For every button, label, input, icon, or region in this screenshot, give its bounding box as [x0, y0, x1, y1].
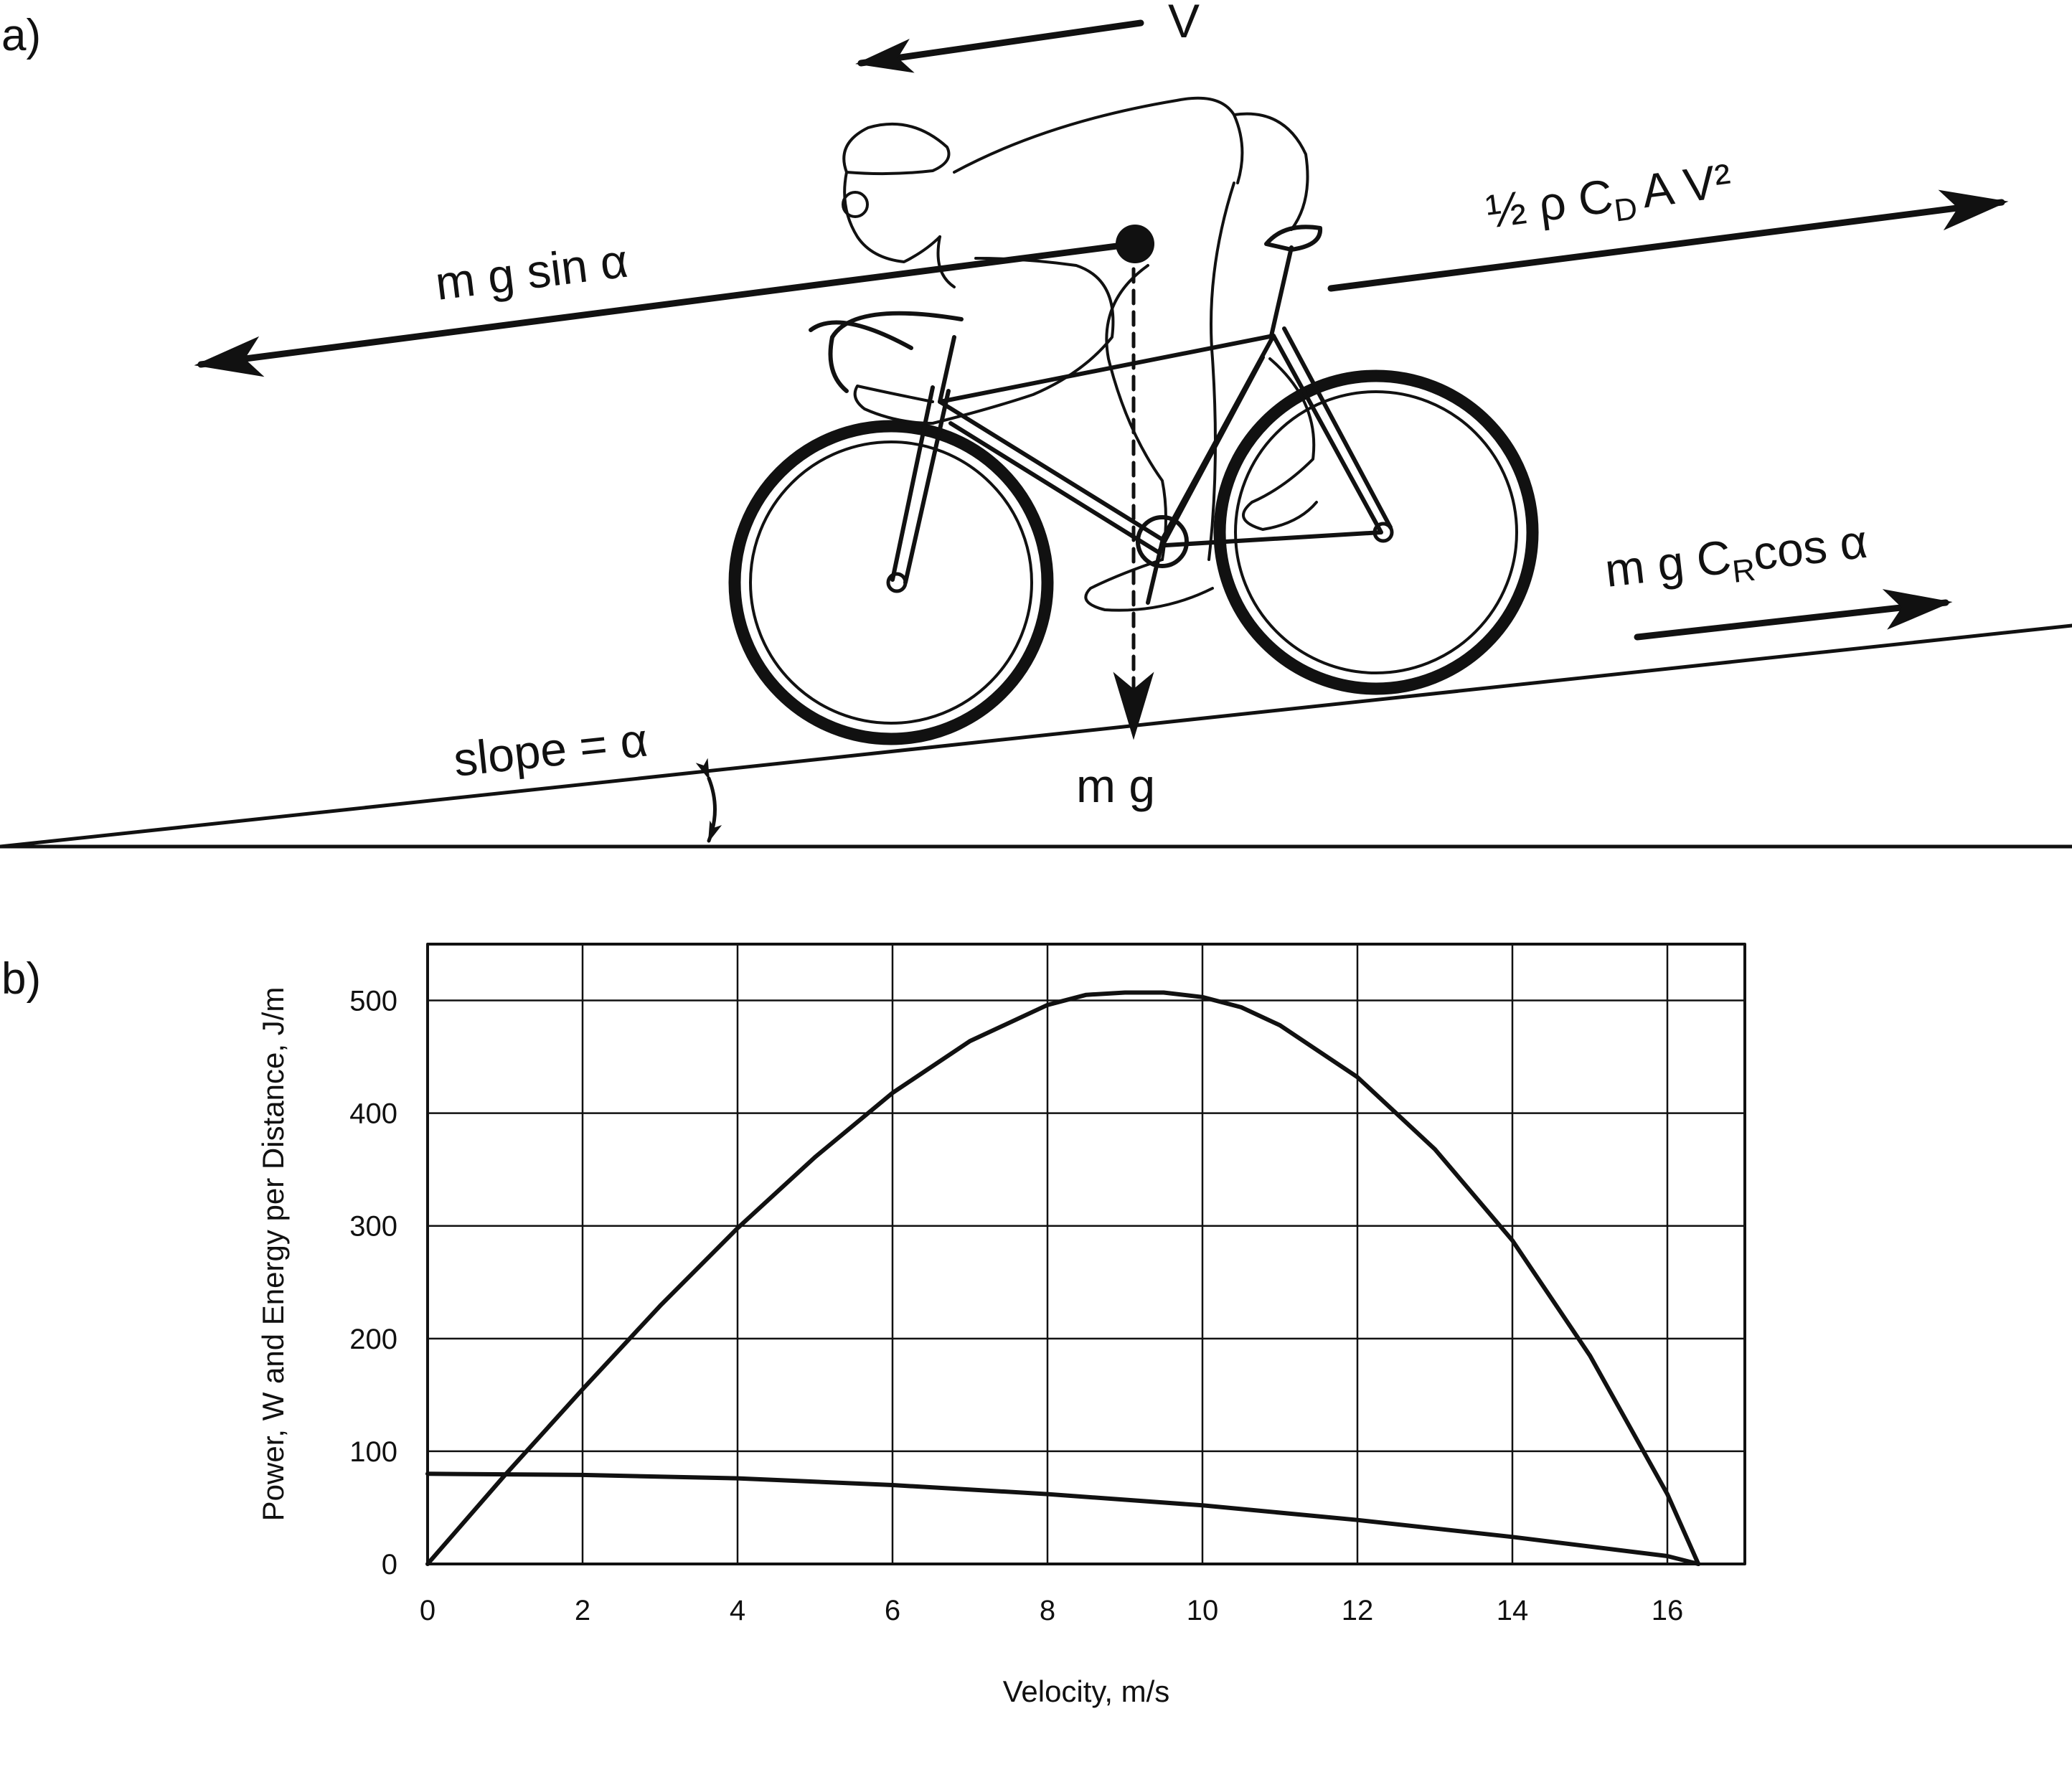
- chart-grid: [426, 944, 1745, 1565]
- x-tick-label: 6: [885, 1595, 900, 1626]
- back: [953, 96, 1244, 184]
- x-tick-labels: 0 2 4 6 8 10 12 14 16: [420, 1595, 1683, 1626]
- brake-lever: [809, 320, 913, 350]
- drag-suffix: A V²: [1639, 154, 1734, 218]
- handlebar: [828, 311, 964, 393]
- slope-line: [0, 623, 2072, 849]
- series-line-2: [425, 1471, 1701, 1566]
- rolling-subscript: R: [1730, 552, 1757, 590]
- arm: [931, 257, 1115, 425]
- front-hub: [886, 572, 908, 593]
- y-tick-label: 0: [382, 1549, 397, 1580]
- center-of-mass-dot: [1116, 225, 1154, 263]
- y-axis-title: Power, W and Energy per Distance, J/m: [256, 987, 290, 1522]
- glasses: [842, 191, 869, 218]
- rear-shoe: [1242, 501, 1318, 531]
- face: [843, 171, 941, 263]
- x-tick-label: 2: [575, 1595, 590, 1626]
- rider: [842, 96, 1318, 612]
- fork: [890, 385, 935, 582]
- seat-post: [1269, 245, 1294, 338]
- x-tick-label: 0: [420, 1595, 435, 1626]
- rear-wheel-tire: [1213, 369, 1539, 695]
- plot-frame: [426, 943, 1746, 1565]
- y-tick-label: 100: [349, 1436, 397, 1468]
- x-axis-title: Velocity, m/s: [1003, 1674, 1170, 1708]
- saddle: [1264, 225, 1323, 252]
- cyclist-illustration: [728, 96, 1539, 745]
- series-line-1: [425, 990, 1701, 1566]
- gravity-parallel-label: m g sin α: [433, 234, 631, 310]
- rear-hub: [1372, 522, 1394, 543]
- velocity-arrow: [855, 19, 1144, 73]
- neck: [936, 235, 956, 288]
- velocity-label: V: [1168, 0, 1200, 47]
- crank-arm: [1146, 539, 1164, 605]
- slope-angle-arc: [695, 758, 722, 843]
- x-tick-label: 4: [730, 1595, 745, 1626]
- x-tick-label: 10: [1187, 1595, 1219, 1626]
- y-tick-label: 300: [349, 1211, 397, 1243]
- drag-prefix: ½ ρ C: [1483, 169, 1616, 237]
- rolling-prefix: m g C: [1602, 529, 1733, 596]
- y-tick-label: 400: [349, 1098, 397, 1130]
- gravity-parallel-arrow: [194, 240, 1137, 377]
- power-velocity-chart: 0 2 4 6 8 10 12 14 16 0 100 200 300 400 500 Velocity,…: [256, 943, 1746, 1708]
- front-wheel-tire: [728, 420, 1054, 745]
- seat-stay: [1282, 326, 1393, 529]
- fork-blade: [903, 389, 951, 585]
- y-tick-labels: 0 100 200 300 400 500: [349, 986, 397, 1580]
- panel-b: b) 0 2 4 6 8 10 12 14 16 0 100 200 300 400 500 Veloci…: [1, 943, 1746, 1708]
- panel-b-label: b): [1, 954, 41, 1004]
- rear-wheel-rim: [1234, 390, 1518, 674]
- drag-arrow: [1327, 189, 2009, 292]
- x-tick-label: 8: [1040, 1595, 1055, 1626]
- chart-series: [425, 990, 1701, 1566]
- hip: [1233, 112, 1309, 231]
- front-wheel-rim: [749, 440, 1033, 725]
- helmet: [842, 122, 951, 176]
- rolling-resistance-label: m g CRcos α: [1602, 514, 1870, 604]
- stem: [938, 335, 956, 404]
- front-shoe: [1084, 558, 1214, 612]
- hand: [853, 385, 934, 425]
- chainring: [1136, 515, 1189, 568]
- weight-label: m g: [1076, 759, 1155, 812]
- x-tick-label: 16: [1652, 1595, 1684, 1626]
- panel-a: a) slope = α V m g sin α ½ ρ CDA V² m g …: [0, 0, 2072, 849]
- rolling-resistance-arrow: [1634, 589, 1953, 641]
- drag-subscript: D: [1612, 191, 1639, 229]
- front-leg: [1105, 264, 1167, 561]
- slope-label: slope = α: [451, 713, 650, 786]
- rear-triangle: [1164, 334, 1383, 547]
- x-tick-label: 14: [1497, 1595, 1529, 1626]
- rolling-suffix: cos α: [1751, 514, 1870, 580]
- drag-label: ½ ρ CDA V²: [1483, 154, 1735, 245]
- y-tick-label: 200: [349, 1324, 397, 1355]
- rear-leg: [1251, 357, 1316, 504]
- x-tick-label: 12: [1342, 1595, 1374, 1626]
- panel-a-label: a): [1, 11, 41, 60]
- y-tick-label: 500: [349, 986, 397, 1017]
- thigh: [1207, 182, 1235, 561]
